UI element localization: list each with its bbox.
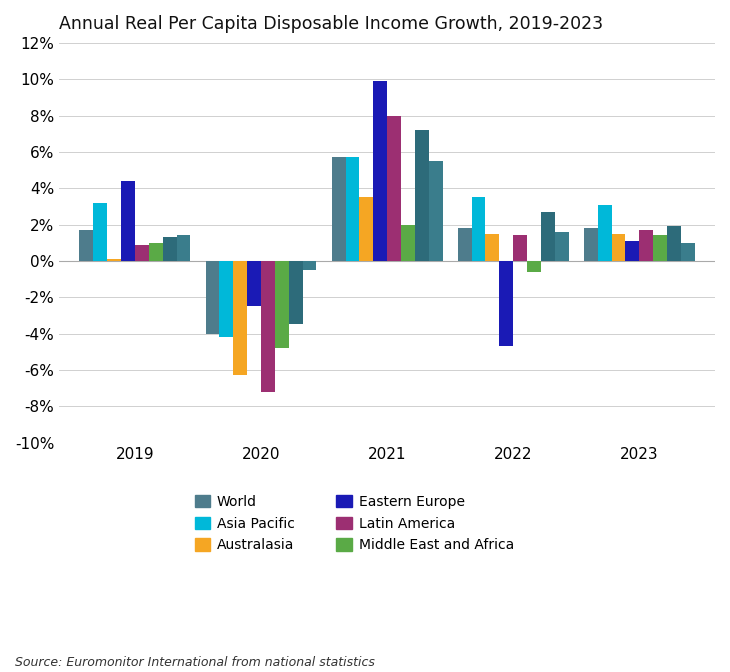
- Bar: [345, 157, 359, 261]
- Bar: [359, 198, 373, 261]
- Text: Annual Real Per Capita Disposable Income Growth, 2019-2023: Annual Real Per Capita Disposable Income…: [59, 15, 604, 33]
- Bar: [598, 204, 612, 261]
- Bar: [472, 198, 485, 261]
- Bar: [234, 261, 247, 376]
- Bar: [220, 261, 234, 337]
- Bar: [584, 228, 598, 261]
- Bar: [401, 224, 415, 261]
- Bar: [415, 130, 429, 261]
- Bar: [289, 261, 303, 325]
- Bar: [121, 181, 135, 261]
- Bar: [163, 237, 177, 261]
- Text: Source: Euromonitor International from national statistics: Source: Euromonitor International from n…: [15, 656, 374, 669]
- Bar: [499, 261, 513, 346]
- Bar: [541, 212, 555, 261]
- Legend: World, Asia Pacific, Australasia, Eastern Europe, Latin America, Middle East and: World, Asia Pacific, Australasia, Easter…: [189, 489, 520, 558]
- Bar: [387, 116, 401, 261]
- Bar: [107, 259, 121, 261]
- Bar: [513, 235, 527, 261]
- Bar: [247, 261, 261, 306]
- Bar: [206, 261, 220, 333]
- Bar: [639, 230, 653, 261]
- Bar: [485, 234, 499, 261]
- Bar: [667, 226, 681, 261]
- Bar: [177, 235, 191, 261]
- Bar: [303, 261, 317, 270]
- Bar: [80, 230, 93, 261]
- Bar: [653, 235, 667, 261]
- Bar: [261, 261, 275, 392]
- Bar: [93, 203, 107, 261]
- Bar: [458, 228, 472, 261]
- Bar: [135, 245, 149, 261]
- Bar: [149, 243, 163, 261]
- Bar: [331, 157, 345, 261]
- Bar: [612, 234, 626, 261]
- Bar: [275, 261, 289, 348]
- Bar: [373, 81, 387, 261]
- Bar: [626, 241, 639, 261]
- Bar: [555, 232, 569, 261]
- Bar: [429, 161, 442, 261]
- Bar: [681, 243, 695, 261]
- Bar: [527, 261, 541, 271]
